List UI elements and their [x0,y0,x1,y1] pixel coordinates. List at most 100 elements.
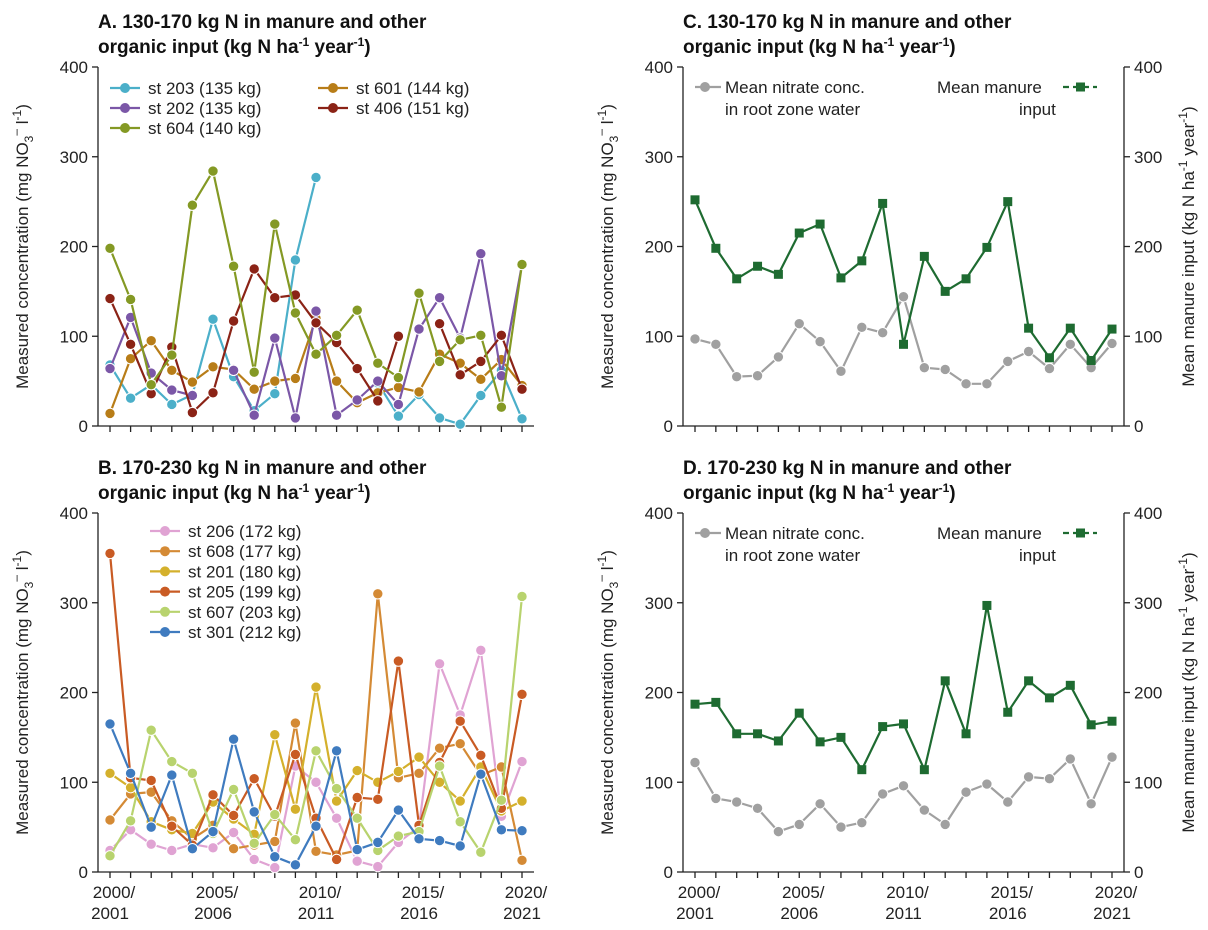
y-tick-label: 0 [79,417,88,436]
legend-label: st 203 (135 kg) [148,79,261,98]
data-point [857,765,867,775]
data-point [878,722,888,732]
data-point [815,737,825,747]
legend-swatch-marker [120,123,130,133]
series-6 [104,718,528,871]
data-point [351,764,363,777]
data-point [794,708,804,718]
data-point [1107,324,1117,334]
y-tick-label: 0 [664,417,673,436]
data-point [1043,772,1056,785]
data-point [124,338,137,351]
data-point [475,355,487,368]
data-point [1024,676,1034,686]
data-point [248,837,260,849]
data-point [310,348,322,360]
legend-swatch-marker [120,83,130,93]
data-point [1002,796,1014,808]
data-point [475,247,487,260]
legend-swatch-marker [160,627,170,637]
data-point [248,772,260,785]
data-point [289,412,302,424]
data-point [1022,345,1035,358]
y-tick-label: 100 [60,327,88,346]
data-point [248,853,260,866]
series-1 [689,751,1118,838]
data-point [961,274,971,284]
data-point [1002,355,1014,368]
legend-label-nitrate-2: in root zone water [725,546,860,565]
data-point [289,748,302,761]
data-point [1065,323,1075,333]
legend-swatch-marker [160,546,170,557]
data-point [918,804,931,816]
data-point [689,333,701,345]
data-point [227,315,240,327]
x-tick-label-bottom: 2006 [194,904,232,923]
legend: Mean nitrate conc. in root zone water Mean… [695,78,1097,119]
data-point [413,833,425,845]
data-point [207,361,219,373]
data-point [1086,355,1096,365]
data-point [751,370,764,382]
data-point [475,373,487,386]
y2-axis-label: Mean manure input (kg N ha-1 year-1) [1176,552,1198,832]
data-point [392,398,405,411]
series-line [694,604,1113,771]
data-point [289,803,302,815]
data-point [772,351,785,363]
data-point [227,733,240,745]
x-tick-label-bottom: 2021 [1093,904,1131,923]
y-axis-label: Measured concentration (mg NO3– l-1) [9,104,36,389]
legend-label-manure-1: Mean manure [937,78,1042,97]
y-tick-label: 300 [645,148,673,167]
y2-tick-label: 300 [1134,594,1162,613]
data-point [372,836,384,849]
data-point [145,821,157,833]
y2-axis-label: Mean manure input (kg N ha-1 year-1) [1176,106,1198,386]
data-point [351,304,363,316]
data-point [475,389,487,402]
y-tick-label: 400 [645,504,673,523]
data-point [351,855,363,867]
data-point [710,338,722,351]
data-point [186,842,199,855]
legend-label: st 201 (180 kg) [188,562,301,581]
data-point [1106,751,1118,763]
data-point [166,820,178,832]
y-tick-label: 400 [60,58,88,77]
data-point [330,853,343,866]
legend-swatch-marker [160,606,170,617]
data-point [269,835,281,848]
data-point [793,818,805,831]
y2-tick-label: 0 [1134,417,1143,436]
data-point [475,644,487,657]
data-point [773,269,783,279]
x-tick-label-top: 2005/ [196,883,239,902]
x-tick-label-bottom: 2006 [780,904,818,923]
data-point [330,329,343,342]
data-point [413,751,425,763]
data-point [145,774,157,787]
data-point [433,834,446,847]
legend-label: st 206 (172 kg) [188,522,301,541]
data-point [516,413,528,425]
y-tick-label: 100 [645,327,673,346]
y-axis-label: Measured concentration (mg NO3– l-1) [594,550,621,835]
legend-label-nitrate-2: in root zone water [725,100,860,119]
data-point [145,379,157,391]
data-point [166,349,178,361]
data-point [310,171,322,184]
panel-c: C. 130-170 kg N in manure and otherorgan… [594,12,1198,436]
data-point [1043,362,1056,375]
y2-tick-label: 0 [1134,863,1143,882]
data-point [392,655,405,667]
data-point [475,329,487,342]
data-point [899,719,908,729]
data-point [939,818,951,831]
y-tick-label: 100 [60,773,88,792]
y-axis-label: Measured concentration (mg NO3– l-1) [9,550,36,835]
data-point [310,681,322,693]
data-point [1065,680,1075,690]
data-point [289,254,302,266]
